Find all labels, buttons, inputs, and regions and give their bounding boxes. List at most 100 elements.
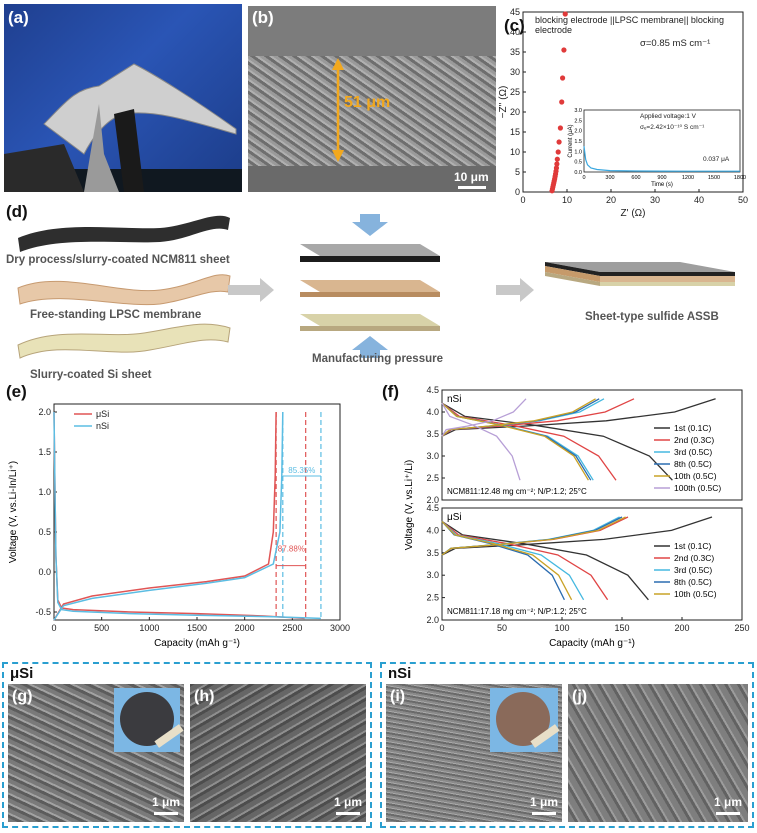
inset-y-tick: 1.5 [574,139,582,145]
y-tick-label: 3.5 [426,429,439,439]
y-tick-label: 25 [510,87,520,97]
sem-usi-surface [8,684,184,822]
stack-top [300,244,440,256]
legend-label: 3rd (0.5C) [674,447,712,457]
thickness-arrow [332,58,344,162]
inset-x-tick: 900 [657,175,666,181]
series-charge [441,516,626,556]
x-tick-label: 2500 [282,623,302,633]
pressure-arrow-down-icon [352,214,388,236]
scale-label-i: 1 μm [530,795,559,809]
assembly-schematic [17,214,735,359]
x-tick-label: 100 [554,623,569,633]
y-tick-label: 3.0 [426,451,439,461]
panel-label-c: (c) [504,16,525,35]
panel-label-d: (d) [6,202,28,221]
inset-y-tick: 0.0 [574,170,582,176]
x-tick-label: 150 [614,623,629,633]
arrow-right-icon-2 [496,278,534,302]
sheet-label-si: Slurry-coated Si sheet [30,369,152,381]
series-discharge [441,520,649,601]
sheet-label-lpsc: Free-standing LPSC membrane [30,309,202,321]
inset-x-tick: 1800 [734,175,746,181]
x-tick-label: 30 [650,195,660,205]
panel-label-f: (f) [382,382,399,401]
nyquist-point [560,75,566,81]
x-axis-label: Capacity (mAh g⁻¹) [549,638,635,649]
photo-flexible-membrane [4,4,242,192]
inset-x-tick: 600 [631,175,640,181]
cycling-profile-chart: 2.0 2.5 3.0 3.5 4.0 4.5 nSi NCM811:12.48 mg cm⁻… [404,385,750,649]
y-tick-label: 4.0 [426,525,439,535]
legend-label: 1st (0.1C) [674,541,711,551]
inset-y-tick: 0.5 [574,160,582,166]
x-tick-label: 200 [674,623,689,633]
legend-label: 2nd (0.3C) [674,435,714,445]
si-sheet [17,323,231,359]
x-axis-label: Z' (Ω) [621,208,646,219]
usi-group-box [2,662,372,828]
plot-frame [441,389,743,501]
chart-c-sigma: σ=0.85 mS cm⁻¹ [640,38,711,49]
x-tick-label: 10 [562,195,572,205]
y-tick-label: 4.5 [426,503,439,513]
panel-note: NCM811:12.48 mg cm⁻²; N/P:1.2; 25°C [447,487,587,496]
inset-x-label: Time (s) [651,182,673,188]
y-tick-label: 3.5 [426,548,439,558]
y-tick-label: 5 [515,167,520,177]
scale-label-h: 1 μm [334,795,363,809]
series-discharge [441,402,673,481]
y-tick-label: 2.5 [426,593,439,603]
plot-frame [441,507,743,621]
y-tick-label: 4.0 [426,407,439,417]
nsi-title: nSi [388,665,412,682]
sem-nsi-surface [386,684,562,822]
sem-cross-section: 51 μm 10 μm [248,6,496,192]
voltage-profile-chart: 0 500 1000 1500 2000 2500 3000 -0.5 0.0 0.5 1.0 1.5… [8,403,350,649]
inset-current-line [583,146,740,172]
chart-c-header: blocking electrode ||LPSC membrane|| blo… [535,15,724,35]
thickness-label: 51 μm [344,94,391,111]
legend-label: 10th (0.5C) [674,589,717,599]
inset-x-tick: 1500 [708,175,720,181]
x-axis-label: Capacity (mAh g⁻¹) [154,638,240,649]
y-axis-label: Voltage (V, vs.Li⁺/Li) [404,460,415,551]
y-tick-label: 1.0 [38,487,51,497]
x-tick-label: 0 [439,623,444,633]
nyquist-point [556,139,562,145]
legend-label: 1st (0.1C) [674,423,711,433]
legend-label: 8th (0.5C) [674,577,712,587]
y-tick-label: 0.5 [38,527,51,537]
inset-frame [583,109,741,173]
usi-electrode-photo [114,688,184,752]
x-tick-label: 3000 [330,623,350,633]
panel-label-j: (j) [572,688,588,705]
sem-membrane-layer [248,56,496,166]
scale-bar-i [532,812,556,815]
panel-note: NCM811:17.18 mg cm⁻²; N/P:1.2; 25°C [447,607,587,616]
stack-bottom [300,314,440,326]
pressure-label: Manufacturing pressure [312,353,443,365]
plot-frame [522,11,744,193]
series-discharge [441,402,589,481]
legend-label: 100th (0.5C) [674,483,721,493]
y-tick-label: 2.5 [426,473,439,483]
sheet-label-ncm: Dry process/slurry-coated NCM811 sheet [6,254,230,266]
nyquist-point [554,156,560,162]
panel-title: μSi [447,512,462,523]
inset-sigma-e: σₑ=2.42×10⁻¹⁰ S cm⁻¹ [640,124,705,131]
pressure-arrow-up-icon [352,336,388,358]
legend-label: μSi [96,409,109,419]
y-axis-label: Voltage (V, vs.Li-In/Li⁺) [8,461,19,563]
y-tick-label: 0 [515,187,520,197]
panel-label-a: (a) [8,8,29,27]
sem-usi-cycled [190,684,366,822]
panel-label-h: (h) [194,688,215,705]
nsi-electrode-photo [490,688,560,752]
x-tick-label: 0 [520,195,525,205]
series-charge [441,398,596,437]
usi-title: μSi [10,665,34,682]
x-tick-label: 40 [694,195,704,205]
y-tick-label: -0.5 [35,607,51,617]
nyquist-point [562,11,568,17]
